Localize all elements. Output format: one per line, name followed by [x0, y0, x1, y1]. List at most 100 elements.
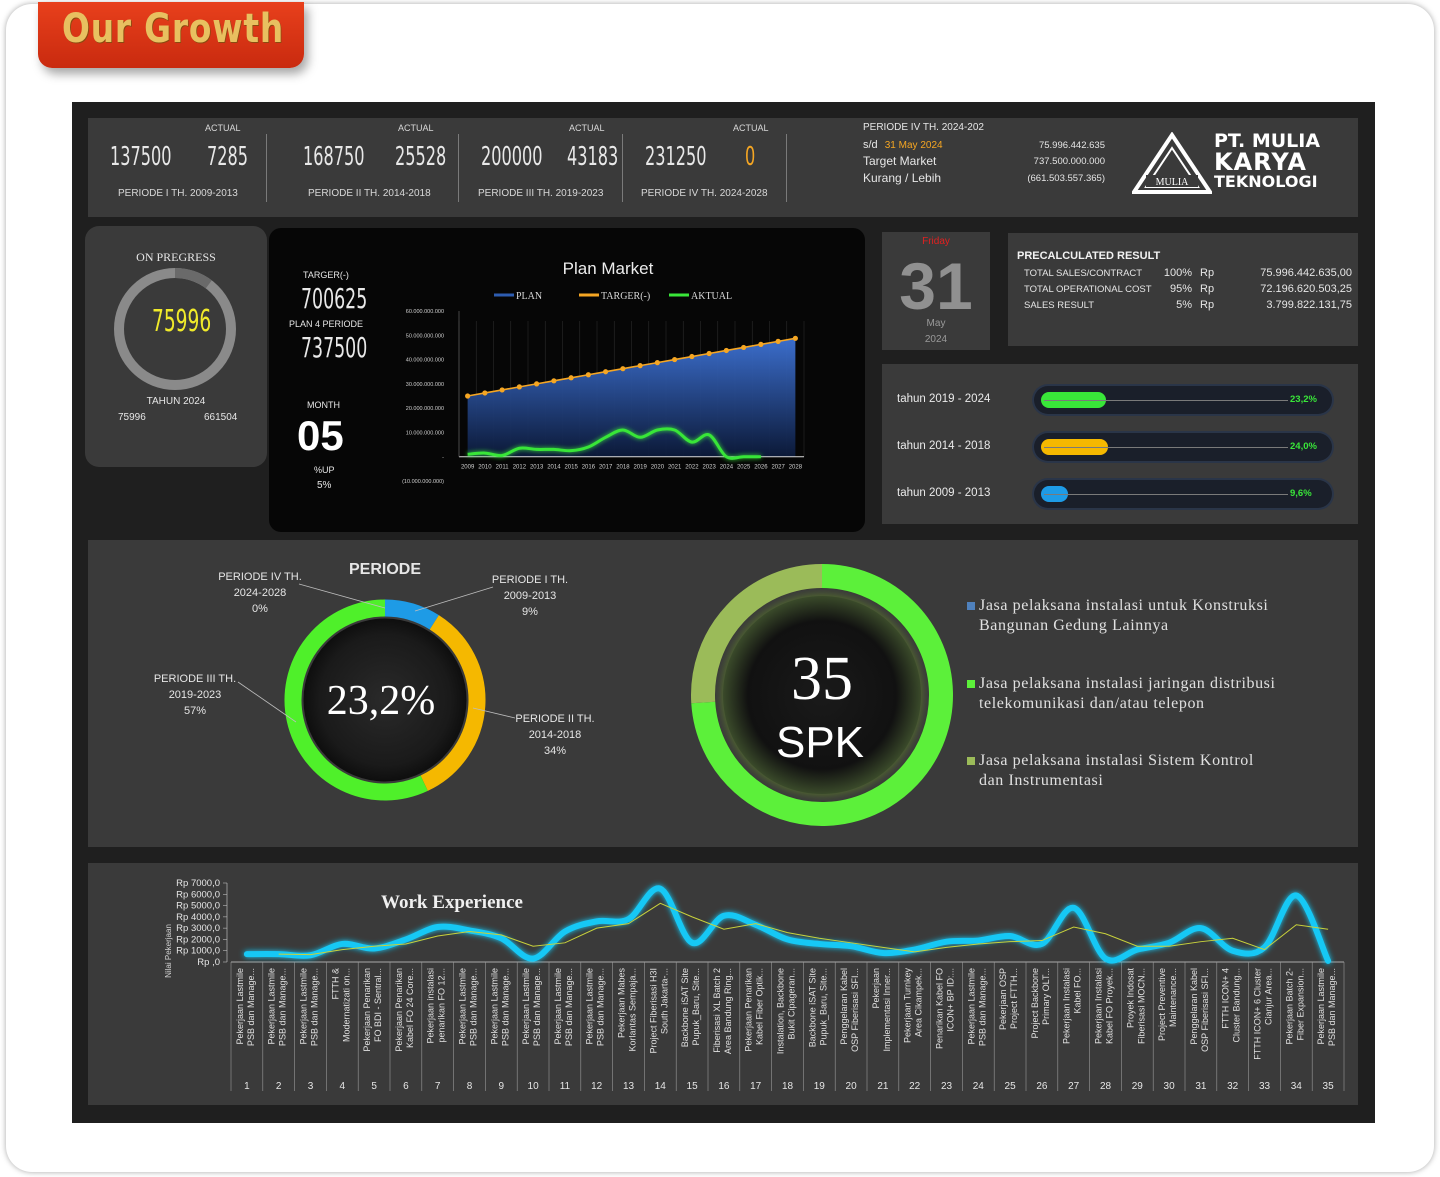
category-label: PSB dan Manage... [500, 968, 510, 1046]
category-label: Pekerjaan Mabes [617, 968, 627, 1039]
year-bar-track: 9,6% [1034, 480, 1332, 508]
spk-legend-text: dan Instrumentasi [979, 772, 1104, 789]
work-experience-chart: Work Experience Nilai Pekerjaan Rp 7000,… [164, 878, 1345, 1092]
category-label: PSB dan Manage... [596, 968, 606, 1046]
category-number: 32 [1227, 1081, 1239, 1092]
year-bar-rule [1044, 447, 1288, 448]
plan-chart-title: Plan Market [563, 259, 654, 278]
y-tick-label: 50.000.000.000 [406, 333, 444, 339]
period-2-label: PERIODE II TH. 2014-2018 [308, 188, 431, 199]
precalc-row-value: 3.799.822.131,75 [1266, 299, 1352, 311]
x-tick-label: 2015 [564, 465, 578, 471]
logo-line-1: PT. MULIA [1214, 130, 1321, 152]
date-card: Friday 31 May 2024 [882, 232, 990, 350]
work-experience-panel: Work Experience Nilai Pekerjaan Rp 7000,… [88, 863, 1358, 1105]
category-label: PSB dan Manage... [278, 968, 288, 1046]
target-point [482, 390, 488, 396]
category-label: Bukit Cipageran... [787, 968, 797, 1040]
category-label: Cluster Bandung... [1232, 968, 1242, 1043]
category-label: penarikan FO 12... [437, 968, 447, 1043]
page-title: Our Growth [62, 6, 285, 52]
x-tick-label: 2023 [702, 465, 716, 471]
category-label: Pekerjaan instalasi [426, 968, 436, 1044]
precalc-panel: PRECALCULATED RESULT TOTAL SALES/CONTRAC… [1008, 233, 1358, 346]
y-tick-label: (10.000.000.000) [402, 479, 444, 485]
category-number: 8 [467, 1081, 473, 1092]
category-label: Pekerjaan Instalasi [1062, 968, 1072, 1044]
category-label: PSB dan Manage... [564, 968, 574, 1046]
progress-ring-fill [114, 268, 236, 390]
x-tick-label: 2022 [685, 465, 699, 471]
category-label: PSB dan Manage... [532, 968, 542, 1046]
logo-mark-text: MULIA [1156, 177, 1190, 188]
category-label: ICON+ BP ID:... [946, 968, 956, 1032]
target-point [620, 366, 626, 372]
category-number: 30 [1164, 1081, 1176, 1092]
y-tick-label: 60.000.000.000 [406, 309, 444, 315]
y-tick-label: 40.000.000.000 [406, 358, 444, 364]
title-tab [38, 2, 304, 68]
slice-label: PERIODE I TH. [492, 574, 568, 586]
category-number: 10 [528, 1081, 540, 1092]
kurang-lebih-value: (661.503.557.365) [1027, 173, 1105, 184]
target-point [723, 347, 729, 354]
target-point [499, 387, 505, 393]
category-label: Pekerjaan Lastmile [521, 968, 531, 1045]
category-label: PSB dan Manage... [310, 968, 320, 1046]
category-label: Area Cikampek... [914, 968, 924, 1037]
slice-label: 2014-2018 [529, 729, 582, 741]
x-tick-label: 2014 [547, 465, 561, 471]
target-market-label: Target Market [863, 154, 937, 168]
category-label: Project FTTH... [1009, 968, 1019, 1029]
category-label: Pekerjaan Turnkey [903, 968, 913, 1044]
precalc-row-pct: 5% [1176, 299, 1192, 311]
target-point [551, 378, 557, 384]
category-number: 19 [814, 1081, 826, 1092]
year-bar-rule [1044, 400, 1288, 401]
x-tick-label: 2011 [496, 465, 510, 471]
spk-slice [691, 564, 953, 826]
sd-date: 31 May 2024 [884, 140, 943, 151]
period-info-title: PERIODE IV TH. 2024-202 [863, 122, 984, 133]
x-tick-label: 2013 [530, 465, 544, 471]
company-logo-text: PT. MULIA KARYA TEKNOLOGI [1214, 132, 1320, 190]
category-number: 4 [340, 1081, 346, 1092]
category-number: 24 [973, 1081, 985, 1092]
donut-center [303, 618, 467, 782]
legend-label: AKTUAL [691, 291, 732, 302]
progress-ring [114, 268, 236, 390]
target-point [603, 369, 609, 375]
target-point [637, 363, 643, 369]
slice-label: 2024-2028 [234, 587, 287, 599]
y-tick-label: Rp ,0 [197, 957, 220, 968]
period-3-actual-label: ACTUAL [569, 123, 605, 133]
period-3-target: 200000 [481, 142, 543, 172]
precalc-row-pct: 100% [1163, 267, 1192, 279]
y-tick-label: - [442, 455, 444, 461]
spk-center [723, 596, 921, 794]
category-label: Pekerjaan Lastmile [299, 968, 309, 1045]
category-label: Fiber Expansion... [1295, 968, 1305, 1041]
category-label: Pekerjaan Lastmile [1316, 968, 1326, 1045]
spk-slice [691, 564, 823, 704]
logo-line-3: TEKNOLOGI [1214, 172, 1318, 191]
year-bar-rule [1044, 494, 1288, 495]
period-2-actual-label: ACTUAL [398, 123, 434, 133]
spk-unit: SPK [776, 718, 864, 767]
year-bar-label: tahun 2019 - 2024 [897, 393, 991, 405]
category-number: 34 [1291, 1081, 1303, 1092]
category-number: 18 [782, 1081, 794, 1092]
logo-line-2: KARYA [1214, 148, 1307, 176]
category-number: 14 [655, 1081, 667, 1092]
category-number: 35 [1323, 1081, 1335, 1092]
period-2-actual: 25528 [395, 142, 447, 172]
slice-label: PERIODE II TH. [515, 713, 594, 725]
y-tick-label: Rp 4000,0 [176, 912, 220, 923]
year-bar-value: 24,0% [1290, 441, 1317, 452]
category-number: 16 [718, 1081, 730, 1092]
legend-swatch [967, 602, 975, 610]
x-tick-label: 2025 [737, 465, 751, 471]
category-label: FO BDI - Sentral... [373, 968, 383, 1042]
category-label: Backbone iSAT Site [680, 968, 690, 1047]
legend-label: TARGER(-) [601, 291, 650, 302]
